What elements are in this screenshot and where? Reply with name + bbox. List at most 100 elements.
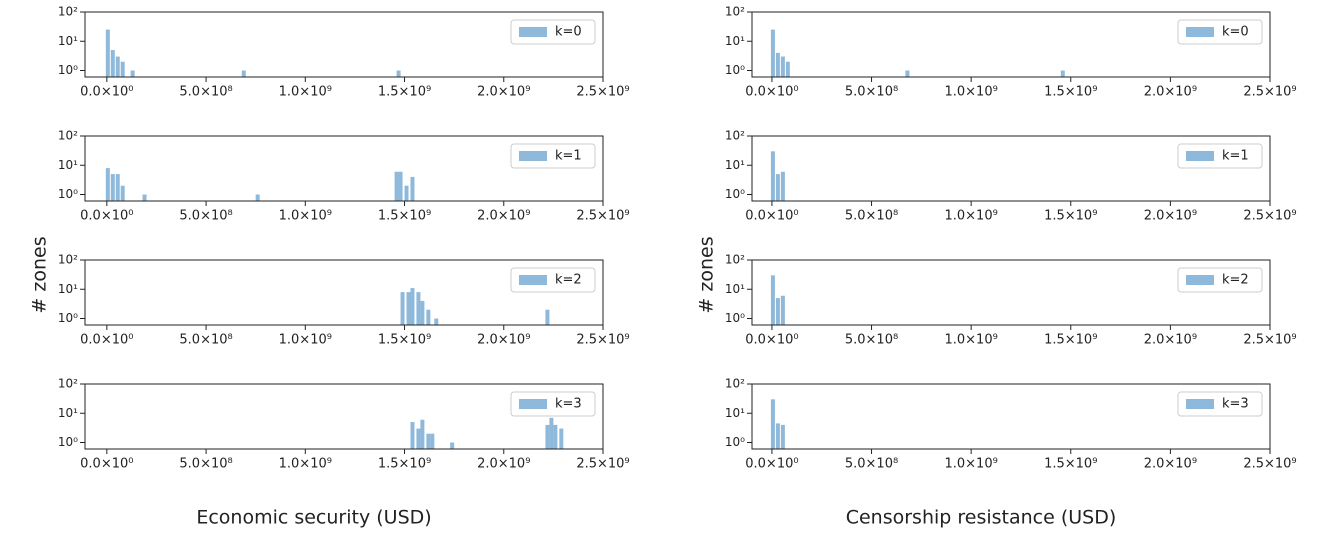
y-tick-label: 10¹ <box>725 406 745 420</box>
bar <box>110 174 115 201</box>
bar <box>780 424 785 449</box>
x-tick-label: 0.0×10⁰ <box>80 85 133 100</box>
legend-box <box>1177 391 1263 417</box>
legend-label: k=1 <box>555 149 582 164</box>
bar <box>400 292 405 325</box>
legend-swatch <box>519 399 547 409</box>
bar <box>775 52 780 77</box>
bar <box>430 433 435 449</box>
x-tick-label: 1.0×10⁹ <box>279 209 332 224</box>
bar <box>110 50 115 77</box>
axes-frame <box>84 135 604 202</box>
x-axis-label: Economic security (USD) <box>196 507 431 529</box>
bar <box>115 174 120 201</box>
x-tick-label: 2.5×10⁹ <box>576 333 629 348</box>
bar <box>780 171 785 201</box>
y-tick-label: 10⁰ <box>725 311 745 325</box>
bar <box>775 298 780 325</box>
bar <box>241 70 246 77</box>
x-tick-label: 2.5×10⁹ <box>576 85 629 100</box>
bar <box>553 424 558 449</box>
x-tick-label: 2.0×10⁹ <box>1144 209 1197 224</box>
bar <box>420 300 425 325</box>
y-tick-label: 10² <box>58 253 78 267</box>
bar <box>559 428 564 449</box>
bar <box>416 428 421 449</box>
legend-label: k=2 <box>1222 273 1249 288</box>
bar <box>410 422 415 449</box>
bar <box>410 176 415 201</box>
x-tick-label: 2.0×10⁹ <box>1144 85 1197 100</box>
x-axis-label: Censorship resistance (USD) <box>846 507 1117 529</box>
legend-box <box>1177 19 1263 45</box>
bar <box>775 423 780 449</box>
y-tick-label: 10² <box>725 5 745 19</box>
legend-swatch <box>519 275 547 285</box>
x-tick-label: 5.0×10⁸ <box>845 457 898 472</box>
bar <box>130 70 135 77</box>
y-tick-label: 10¹ <box>725 34 745 48</box>
x-tick-label: 2.5×10⁹ <box>1243 457 1296 472</box>
x-tick-label: 1.0×10⁹ <box>279 85 332 100</box>
axes-frame <box>751 259 1271 326</box>
y-tick-label: 10¹ <box>58 406 78 420</box>
bar <box>105 168 110 201</box>
bar <box>398 171 403 201</box>
y-tick-label: 10⁰ <box>725 435 745 449</box>
legend-swatch <box>519 27 547 37</box>
legend-box <box>510 267 596 293</box>
x-tick-label: 0.0×10⁰ <box>745 333 798 348</box>
x-tick-label: 0.0×10⁰ <box>745 85 798 100</box>
x-tick-label: 1.5×10⁹ <box>1044 333 1097 348</box>
x-tick-label: 2.0×10⁹ <box>477 333 530 348</box>
x-tick-label: 1.5×10⁹ <box>378 85 431 100</box>
axes-frame <box>751 383 1271 450</box>
x-tick-label: 1.5×10⁹ <box>1044 85 1097 100</box>
y-tick-label: 10⁰ <box>58 63 78 77</box>
x-tick-label: 1.0×10⁹ <box>944 85 997 100</box>
legend-label: k=2 <box>555 273 582 288</box>
x-tick-label: 2.0×10⁹ <box>477 209 530 224</box>
axes-frame <box>751 11 1271 78</box>
legend-swatch <box>1186 151 1214 161</box>
legend-box <box>510 391 596 417</box>
y-tick-label: 10² <box>725 129 745 143</box>
legend-box <box>510 143 596 169</box>
bar <box>410 288 415 325</box>
bar <box>1060 70 1065 77</box>
legend-swatch <box>1186 27 1214 37</box>
x-tick-label: 0.0×10⁰ <box>80 209 133 224</box>
y-tick-label: 10⁰ <box>58 311 78 325</box>
x-tick-label: 1.0×10⁹ <box>944 333 997 348</box>
x-tick-label: 2.0×10⁹ <box>477 457 530 472</box>
x-tick-label: 1.0×10⁹ <box>944 209 997 224</box>
x-tick-label: 1.5×10⁹ <box>378 333 431 348</box>
bar <box>404 185 409 201</box>
x-tick-label: 5.0×10⁸ <box>845 85 898 100</box>
x-tick-label: 1.5×10⁹ <box>378 457 431 472</box>
y-tick-label: 10¹ <box>725 282 745 296</box>
x-tick-label: 1.0×10⁹ <box>944 457 997 472</box>
y-tick-label: 10¹ <box>58 158 78 172</box>
x-tick-label: 5.0×10⁸ <box>179 333 232 348</box>
legend-label: k=0 <box>1222 25 1249 40</box>
axes-frame <box>84 11 604 78</box>
y-tick-label: 10⁰ <box>725 63 745 77</box>
y-tick-label: 10⁰ <box>725 187 745 201</box>
bar <box>785 61 790 77</box>
x-tick-label: 2.5×10⁹ <box>576 457 629 472</box>
x-tick-label: 2.5×10⁹ <box>1243 209 1296 224</box>
bar <box>545 309 550 325</box>
x-tick-label: 1.5×10⁹ <box>1044 209 1097 224</box>
legend-box <box>510 19 596 45</box>
bar <box>120 185 125 201</box>
legend-box <box>1177 143 1263 169</box>
bar <box>396 70 401 77</box>
bar <box>770 399 775 449</box>
x-tick-label: 1.5×10⁹ <box>1044 457 1097 472</box>
y-tick-label: 10² <box>725 377 745 391</box>
bar <box>780 56 785 77</box>
x-tick-label: 0.0×10⁰ <box>745 209 798 224</box>
legend-swatch <box>1186 399 1214 409</box>
x-tick-label: 1.5×10⁹ <box>378 209 431 224</box>
